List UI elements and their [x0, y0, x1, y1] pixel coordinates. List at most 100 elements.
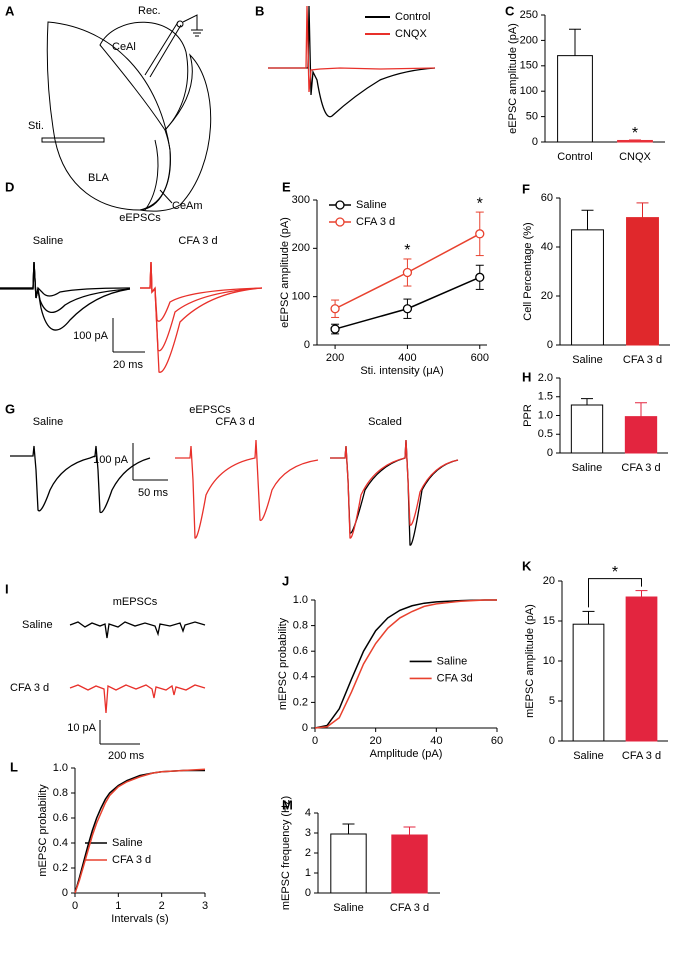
trace-group	[0, 261, 263, 373]
x-tick-label: Saline	[572, 354, 603, 366]
trace	[268, 5, 436, 118]
y-tick-label: 200	[520, 34, 538, 46]
x-tick-label: 200	[326, 352, 344, 364]
trace	[69, 621, 206, 639]
series-line	[314, 599, 497, 729]
scale-label: 200 ms	[108, 750, 145, 762]
x-axis-label: Amplitude (pA)	[370, 748, 443, 760]
y-tick-label: 1	[305, 867, 311, 879]
y-tick-label: 0	[62, 887, 68, 899]
scale-label: 10 pA	[67, 722, 96, 734]
diagram-label: CeAl	[112, 41, 136, 53]
y-tick-label: 200	[292, 242, 310, 254]
significance-bracket	[588, 578, 642, 608]
panel-letter: D	[5, 179, 14, 194]
marker	[475, 272, 485, 282]
y-tick-label: 1.0	[293, 594, 308, 606]
legend-label: CFA 3d	[437, 672, 473, 684]
y-tick-label: 0.6	[53, 812, 68, 824]
series-line	[74, 768, 206, 894]
x-tick-label: CNQX	[619, 151, 651, 163]
x-tick-label: CFA 3 d	[621, 462, 660, 474]
y-axis-label: PPR	[522, 404, 534, 427]
y-tick-label: 2	[305, 847, 311, 859]
trace-title: eEPSCs	[119, 212, 161, 224]
legend-label: CFA 3 d	[112, 854, 151, 866]
scale-label: 100 pA	[73, 330, 109, 342]
x-tick-label: 40	[430, 735, 442, 747]
x-tick-label: 2	[159, 900, 165, 912]
legend-marker	[335, 217, 345, 227]
annotation: *	[632, 125, 638, 142]
x-axis-label: Sti. intensity (μA)	[360, 365, 443, 377]
panel-letter: F	[522, 181, 530, 196]
y-tick-label: 5	[549, 695, 555, 707]
diagram-label: CeAm	[172, 200, 203, 212]
y-tick-label: 60	[541, 192, 553, 204]
bar	[557, 55, 593, 143]
x-tick-label: CFA 3 d	[390, 902, 429, 914]
y-tick-label: 0	[547, 339, 553, 351]
y-tick-label: 0	[302, 722, 308, 734]
legend-label: CNQX	[395, 28, 427, 40]
x-tick-label: Saline	[333, 902, 364, 914]
panel-letter: K	[522, 558, 532, 573]
bar	[625, 596, 658, 742]
leader-line	[159, 189, 173, 204]
y-tick-label: 20	[541, 290, 553, 302]
y-tick-label: 10	[543, 655, 555, 667]
bar	[617, 139, 653, 143]
marker	[402, 267, 413, 278]
y-tick-label: 20	[543, 575, 555, 587]
y-tick-label: 150	[520, 60, 538, 72]
y-tick-label: 0.2	[53, 862, 68, 874]
y-axis-label: Cell Percentage (%)	[522, 222, 534, 320]
y-axis-label: mEPSC frequency (Hz)	[280, 796, 292, 910]
x-tick-label: 1	[115, 900, 121, 912]
y-tick-label: 0	[532, 136, 538, 148]
y-tick-label: 0	[304, 339, 310, 351]
y-tick-label: 0.4	[53, 837, 68, 849]
trace-group	[10, 439, 459, 546]
y-axis-label: mEPSC amplitude (pA)	[524, 604, 536, 718]
legend-label: CFA 3 d	[356, 216, 395, 228]
legend-marker	[335, 200, 345, 210]
annotation: *	[612, 564, 618, 581]
bar	[570, 404, 604, 454]
annotation: *	[477, 195, 483, 212]
bar	[626, 217, 659, 346]
scale-label: 50 ms	[138, 487, 168, 499]
x-tick-label: 400	[398, 352, 416, 364]
marker	[330, 304, 340, 314]
trace	[69, 684, 206, 714]
y-axis-label: eEPSC amplitude (pA)	[279, 217, 291, 328]
panel-letter: L	[10, 759, 18, 774]
x-tick-label: 3	[202, 900, 208, 912]
x-tick-label: 600	[471, 352, 489, 364]
x-tick-label: 0	[312, 735, 318, 747]
trace-title: mEPSCs	[113, 596, 158, 608]
trace	[268, 5, 436, 93]
x-tick-label: Control	[557, 151, 592, 163]
y-tick-label: 250	[520, 9, 538, 21]
y-tick-label: 1.0	[538, 409, 553, 421]
scale-label: 100 pA	[93, 454, 129, 466]
condition-label: Saline	[33, 416, 64, 428]
marker	[402, 304, 413, 314]
panel-letter: E	[282, 179, 291, 194]
y-tick-label: 50	[526, 111, 538, 123]
panel-letter: M	[282, 797, 293, 812]
y-tick-label: 0	[547, 447, 553, 459]
condition-label: Saline	[22, 619, 53, 631]
marker	[475, 229, 485, 239]
bar	[571, 229, 604, 346]
y-tick-label: 0.8	[293, 620, 308, 632]
condition-label: CFA 3 d	[215, 416, 254, 428]
x-tick-label: 0	[72, 900, 78, 912]
y-tick-label: 100	[520, 85, 538, 97]
marker	[330, 324, 340, 334]
x-tick-label: Saline	[573, 750, 604, 762]
panel-letter: I	[5, 581, 9, 596]
panel-letter: A	[5, 3, 15, 18]
y-tick-label: 2.0	[538, 372, 553, 384]
